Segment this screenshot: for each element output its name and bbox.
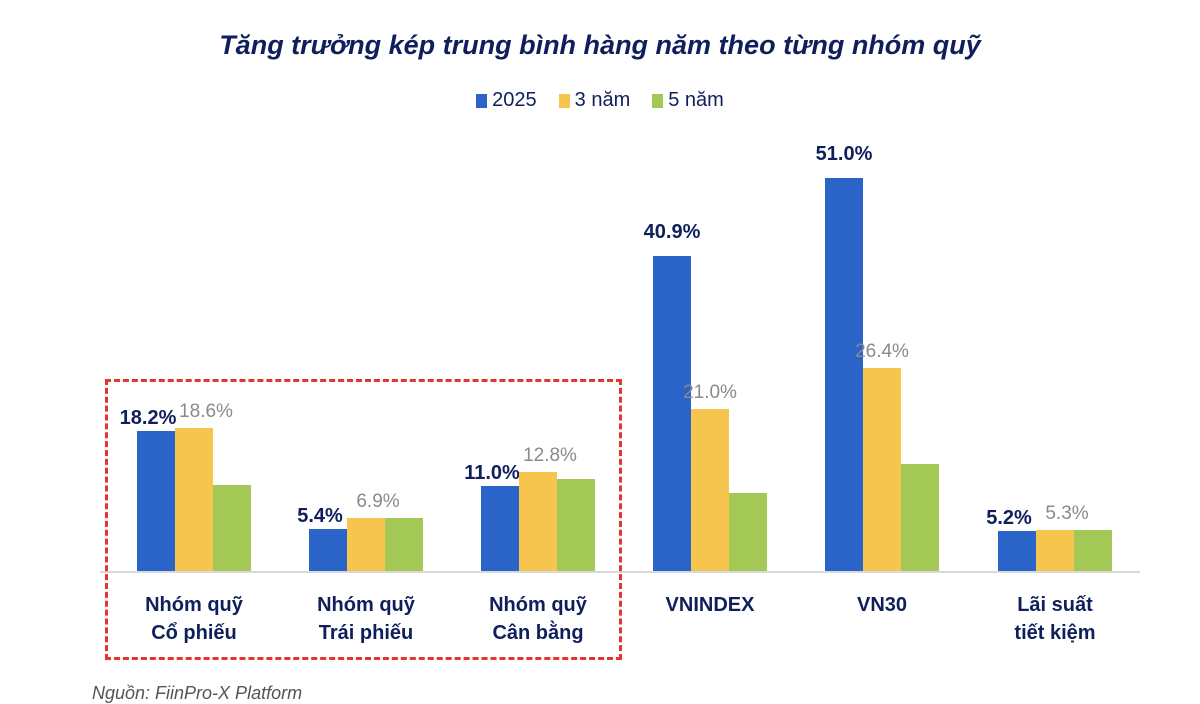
data-label: 5.3%: [1045, 503, 1089, 525]
bar: [137, 430, 175, 571]
fund-groups-highlight-box: [105, 379, 622, 660]
legend-label: 5 năm: [668, 89, 724, 111]
bar: [863, 367, 901, 571]
bar: [691, 409, 729, 571]
data-label: 12.8%: [523, 445, 577, 467]
category-label: Nhóm quỹ Cân bằng: [489, 594, 587, 644]
legend-label: 2025: [492, 89, 537, 111]
data-label: 6.9%: [356, 490, 400, 512]
bar: [825, 178, 863, 571]
bar: [1036, 530, 1074, 571]
bar: [385, 517, 423, 571]
bar: [213, 484, 251, 571]
category-label: Lãi suất tiết kiệm: [1014, 594, 1096, 644]
category-label: VNINDEX: [665, 594, 755, 616]
bar: [519, 472, 557, 571]
bar: [347, 517, 385, 571]
data-label: 21.0%: [683, 382, 737, 404]
chart-legend: 2025 3 năm 5 năm: [0, 89, 1200, 112]
legend-swatch-2025: [476, 93, 488, 108]
legend-swatch-5-nam: [652, 93, 664, 108]
bar: [729, 493, 767, 571]
source-note: Nguồn: FiinPro-X Platform: [92, 683, 303, 703]
legend-swatch-3-nam: [558, 93, 570, 108]
bar: [481, 486, 519, 571]
data-label: 5.2%: [986, 506, 1032, 529]
legend-item-5-nam: 5 năm: [652, 89, 724, 112]
legend-item-3-nam: 3 năm: [558, 89, 631, 112]
bar: [998, 530, 1036, 571]
bar: [175, 427, 213, 571]
category-label: Nhóm quỹ Trái phiếu: [317, 594, 415, 644]
data-label: 18.2%: [119, 406, 177, 429]
data-label: 26.4%: [855, 340, 909, 362]
data-label: 18.6%: [179, 400, 233, 422]
bar: [901, 463, 939, 571]
bar: [653, 256, 691, 571]
legend-item-2025: 2025: [476, 89, 537, 112]
category-label: VN30: [856, 594, 908, 616]
data-label: 51.0%: [815, 143, 873, 166]
data-label: 11.0%: [464, 462, 520, 485]
legend-label: 3 năm: [574, 89, 631, 111]
bar: [557, 479, 595, 571]
bar: [309, 529, 347, 571]
bar: [1074, 530, 1112, 571]
category-label: Nhóm quỹ Cổ phiếu: [145, 594, 243, 644]
chart-title: Tăng trưởng kép trung bình hàng năm theo…: [219, 30, 981, 60]
data-label: 40.9%: [643, 221, 701, 244]
data-label: 5.4%: [297, 505, 343, 528]
